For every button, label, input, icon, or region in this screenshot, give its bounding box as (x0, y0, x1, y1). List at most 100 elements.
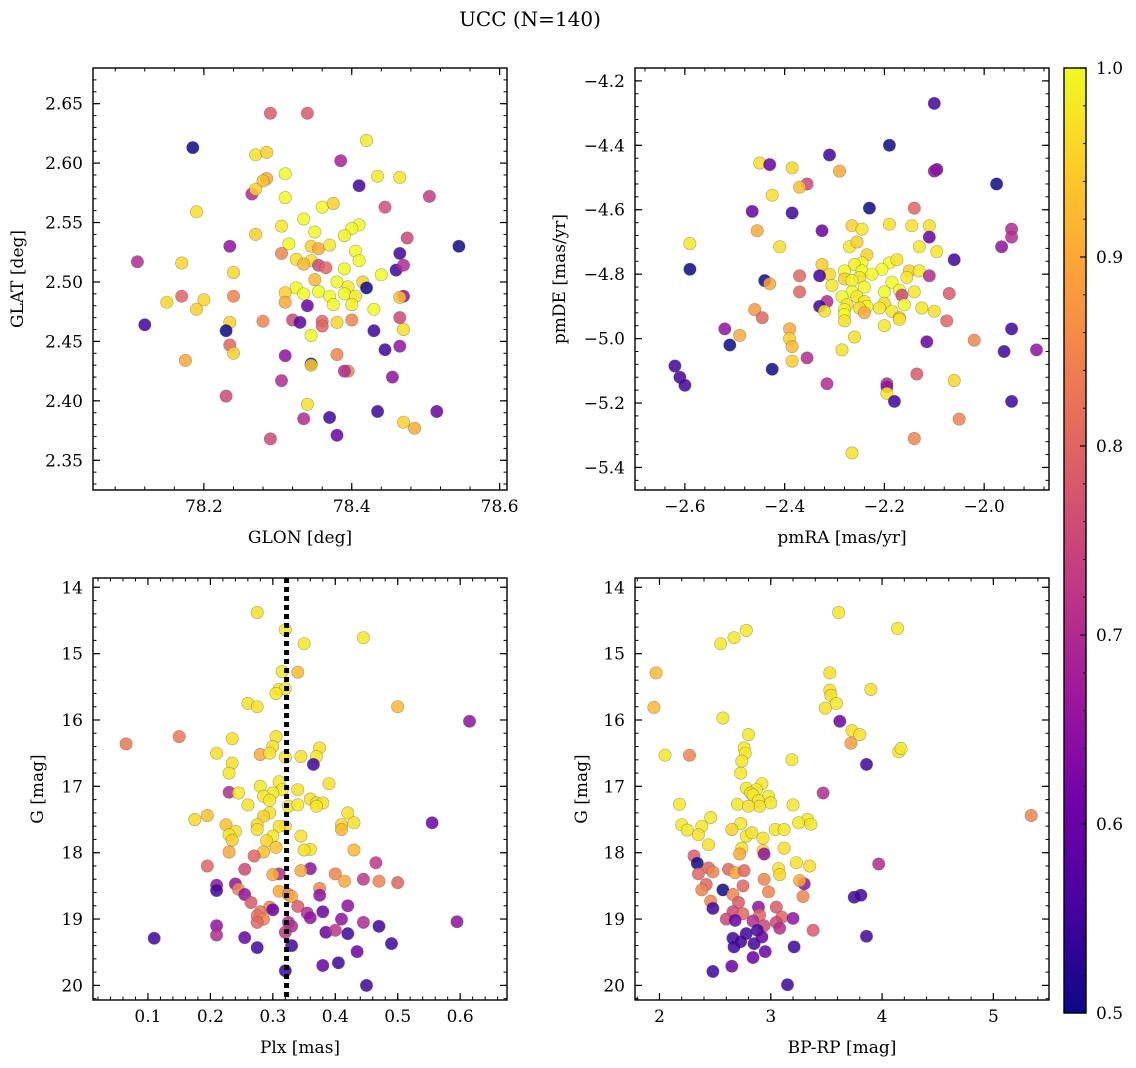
x-tick-label: 0.5 (384, 1007, 411, 1027)
data-point (1030, 343, 1044, 357)
data-point (765, 188, 779, 202)
data-point (927, 96, 941, 110)
data-point (725, 959, 739, 973)
data-point (880, 386, 894, 400)
data-point (322, 777, 336, 791)
data-point (272, 819, 286, 833)
y-axis-label: GLAT [deg] (8, 230, 28, 328)
y-tick-label: 18 (61, 844, 83, 864)
y-tick-label: 2.40 (45, 392, 83, 412)
data-point (734, 766, 748, 780)
data-point (837, 314, 851, 328)
panel-glon-glat: 78.2 78.4 78.6 2.35 2.40 2.45 2.50 2.55 2.60 2.65… (8, 67, 519, 548)
x-tick-label: 0.2 (197, 1007, 224, 1027)
data-point (350, 945, 364, 959)
data-point (706, 901, 720, 915)
data-point (222, 845, 236, 859)
data-point (730, 797, 744, 811)
data-point (927, 304, 941, 318)
data-point (757, 872, 771, 886)
data-point (1005, 230, 1019, 244)
x-tick-label: −2.4 (764, 497, 805, 517)
x-tick-label: −2.2 (864, 497, 905, 517)
y-tick-label: 19 (61, 910, 83, 930)
data-point (872, 301, 886, 315)
data-point (371, 169, 385, 183)
data-point (793, 285, 807, 299)
data-point (225, 732, 239, 746)
data-point (304, 328, 318, 342)
data-point (704, 810, 718, 824)
data-point (330, 347, 344, 361)
y-axis-label: G [mag] (28, 754, 48, 823)
data-point (393, 311, 407, 325)
data-point (763, 277, 777, 291)
axis-ticks: −2.6 −2.4 −2.2 −2.0 −5.4 −5.2 −5.0 −4.8 −4.6 −4.4… (584, 68, 1049, 517)
x-tick-label: −2.6 (664, 497, 705, 517)
data-point (396, 322, 410, 336)
y-tick-label: 2.60 (45, 154, 83, 174)
data-point (371, 404, 385, 418)
data-point (997, 344, 1011, 358)
y-tick-label: 2.65 (45, 95, 83, 115)
data-point (210, 746, 224, 760)
data-point (393, 246, 407, 260)
data-point (785, 753, 799, 767)
axes-frame (92, 577, 508, 1001)
data-point (832, 164, 846, 178)
data-point (396, 415, 410, 429)
data-point (210, 928, 224, 942)
data-point (430, 404, 444, 418)
data-point (737, 864, 751, 878)
data-point (297, 257, 311, 271)
data-point (829, 696, 843, 710)
data-point (773, 921, 787, 935)
data-point (391, 876, 405, 890)
y-tick-label: 2.55 (45, 214, 83, 234)
data-point (338, 874, 352, 888)
data-point (300, 397, 314, 411)
data-point (716, 711, 730, 725)
data-point (200, 859, 214, 873)
data-point (877, 319, 891, 333)
data-point (1005, 394, 1019, 408)
data-point (785, 340, 799, 354)
data-point (462, 714, 476, 728)
data-point (311, 242, 325, 256)
data-point (777, 822, 791, 836)
data-point (422, 189, 436, 203)
panel-bprp-g: 2 3 4 5 14 15 16 17 18 19 20 BP-RP [mag] G [mag] (572, 577, 1050, 1058)
data-point (160, 295, 174, 309)
data-point (785, 354, 799, 368)
data-point (947, 373, 961, 387)
data-point (304, 358, 318, 372)
data-point (850, 235, 864, 249)
data-point (1005, 322, 1019, 336)
y-tick-label: −4.4 (584, 136, 625, 156)
data-point (915, 301, 929, 315)
axes-frame (92, 67, 508, 491)
x-tick-label: 0.3 (259, 1007, 286, 1027)
data-point (347, 843, 361, 857)
colorbar-tick-label: 1.0 (1096, 59, 1123, 79)
data-point (315, 319, 329, 333)
data-point (683, 237, 697, 251)
data-point (450, 915, 464, 929)
data-point (796, 889, 810, 903)
axis-ticks: 0.1 0.2 0.3 0.4 0.5 0.6 14 15 16 17 18 19 20 (61, 578, 507, 1027)
data-point (297, 843, 311, 857)
data-point (920, 335, 934, 349)
data-point (337, 229, 351, 243)
y-tick-label: 20 (603, 976, 625, 996)
data-point (278, 349, 292, 363)
axis-ticks: 2 3 4 5 14 15 16 17 18 19 20 (603, 578, 1049, 1027)
colorbar-tick-label: 0.9 (1096, 248, 1123, 268)
data-point (922, 230, 936, 244)
colorbar-gradient (1064, 68, 1086, 1013)
y-tick-label: −4.6 (584, 201, 625, 221)
data-point (294, 749, 308, 763)
data-point (341, 899, 355, 913)
data-point (374, 268, 388, 282)
data-point (408, 421, 422, 435)
data-point (769, 900, 783, 914)
